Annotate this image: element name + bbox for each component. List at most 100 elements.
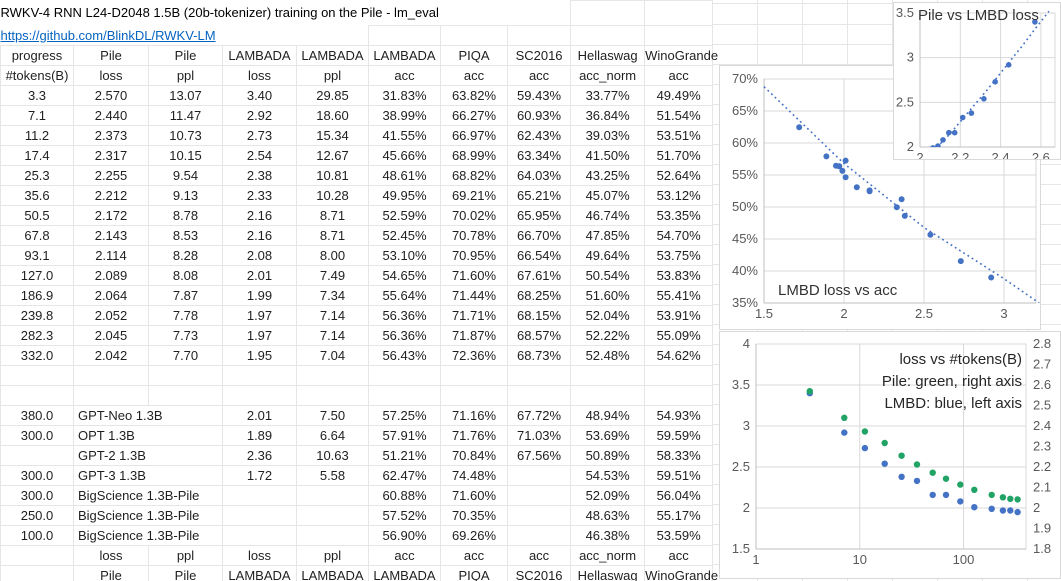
metric-cell[interactable] [296,525,369,546]
metric-cell[interactable]: 7.78 [148,305,223,326]
metric-cell[interactable]: 45.07% [570,185,646,206]
metric-cell[interactable]: 70.84% [440,445,508,466]
metric-cell[interactable]: 53.91% [644,305,714,326]
footer-cell[interactable]: acc [506,545,572,566]
metric-cell[interactable]: 7.70 [148,345,223,366]
metric-cell[interactable]: 67.61% [506,265,572,286]
empty-cell[interactable] [0,365,74,386]
header-cell[interactable]: #tokens(B) [0,65,74,86]
progress-cell[interactable]: 127.0 [0,265,74,286]
metric-cell[interactable]: 59.43% [506,85,572,106]
header-cell[interactable]: WinoGrande [644,45,718,66]
empty-cell[interactable] [73,365,149,386]
metric-cell[interactable]: 71.03% [506,425,572,446]
header-cell[interactable]: acc [440,65,508,86]
metric-cell[interactable]: 2.114 [73,245,149,266]
header-cell[interactable]: LAMBADA [368,45,441,66]
metric-cell[interactable]: 54.53% [570,465,646,486]
metric-cell[interactable]: 46.38% [570,525,646,546]
footer-cell[interactable]: PIQA [440,565,508,581]
metric-cell[interactable]: 2.255 [73,165,149,186]
metric-cell[interactable]: 10.73 [148,125,223,146]
chart-pile-vs-lmbd-loss[interactable]: 2 2.2 2.4 2.6 2 2.5 3 3.5 Pile vs LMBD loss [893,2,1061,165]
empty-cell[interactable] [506,25,572,46]
metric-cell[interactable]: 6.64 [296,425,369,446]
metric-cell[interactable] [222,505,297,526]
metric-cell[interactable]: 2.570 [73,85,149,106]
footer-cell[interactable] [0,565,74,581]
footer-cell[interactable]: loss [73,545,149,566]
header-cell[interactable]: LAMBADA [222,45,297,66]
metric-cell[interactable]: 71.16% [440,405,508,426]
metric-cell[interactable]: 71.60% [440,265,508,286]
empty-cell[interactable] [148,365,223,386]
progress-cell[interactable]: 25.3 [0,165,74,186]
metric-cell[interactable]: 74.48% [440,465,508,486]
metric-cell[interactable]: 18.60 [296,105,369,126]
header-cell[interactable]: Pile [73,45,149,66]
progress-cell[interactable]: 300.0 [0,485,74,506]
empty-cell[interactable] [570,385,646,406]
metric-cell[interactable] [506,525,572,546]
metric-cell[interactable]: 1.97 [222,325,297,346]
metric-cell[interactable]: 8.28 [148,245,223,266]
footer-cell[interactable]: LAMBADA [368,565,441,581]
metric-cell[interactable]: 63.82% [440,85,508,106]
metric-cell[interactable]: 7.34 [296,285,369,306]
metric-cell[interactable]: 43.25% [570,165,646,186]
metric-cell[interactable]: 2.01 [222,265,297,286]
metric-cell[interactable]: 8.53 [148,225,223,246]
sheet-title[interactable]: RWKV-4 RNN L24-D2048 1.5B (20b-tokenizer… [0,5,439,21]
metric-cell[interactable]: 2.08 [222,245,297,266]
metric-cell[interactable]: 53.51% [644,125,714,146]
footer-cell[interactable]: Pile [73,565,149,581]
empty-cell[interactable] [0,385,74,406]
header-cell[interactable]: acc [506,65,572,86]
model-name-cell[interactable]: BigScience 1.3B-Pile [73,525,223,546]
metric-cell[interactable]: 8.00 [296,245,369,266]
empty-cell[interactable] [506,385,572,406]
metric-cell[interactable]: 2.36 [222,445,297,466]
progress-cell[interactable]: 380.0 [0,405,74,426]
metric-cell[interactable]: 7.04 [296,345,369,366]
model-name-cell[interactable]: BigScience 1.3B-Pile [73,505,223,526]
metric-cell[interactable]: 66.70% [506,225,572,246]
metric-cell[interactable]: 2.212 [73,185,149,206]
metric-cell[interactable]: 65.21% [506,185,572,206]
metric-cell[interactable]: 2.16 [222,225,297,246]
metric-cell[interactable] [296,505,369,526]
metric-cell[interactable]: 1.99 [222,285,297,306]
empty-cell[interactable] [222,385,297,406]
empty-cell[interactable] [440,25,508,46]
metric-cell[interactable]: 63.34% [506,145,572,166]
metric-cell[interactable]: 69.21% [440,185,508,206]
metric-cell[interactable]: 55.17% [644,505,714,526]
metric-cell[interactable]: 5.58 [296,465,369,486]
metric-cell[interactable]: 64.03% [506,165,572,186]
metric-cell[interactable]: 2.064 [73,285,149,306]
empty-cell[interactable] [368,25,441,46]
metric-cell[interactable]: 13.07 [148,85,223,106]
footer-cell[interactable]: acc [440,545,508,566]
metric-cell[interactable] [222,525,297,546]
header-cell[interactable]: progress [0,45,74,66]
metric-cell[interactable]: 66.27% [440,105,508,126]
metric-cell[interactable]: 12.67 [296,145,369,166]
metric-cell[interactable]: 9.13 [148,185,223,206]
progress-cell[interactable] [0,445,74,466]
metric-cell[interactable]: 54.65% [368,265,441,286]
metric-cell[interactable]: 7.87 [148,285,223,306]
metric-cell[interactable]: 67.56% [506,445,572,466]
metric-cell[interactable]: 48.94% [570,405,646,426]
progress-cell[interactable]: 300.0 [0,465,74,486]
metric-cell[interactable]: 49.95% [368,185,441,206]
footer-cell[interactable]: WinoGrande [644,565,718,581]
metric-cell[interactable]: 56.43% [368,345,441,366]
metric-cell[interactable]: 68.82% [440,165,508,186]
footer-cell[interactable]: Hellaswag [570,565,646,581]
footer-cell[interactable]: ppl [148,545,223,566]
header-cell[interactable]: LAMBADA [296,45,369,66]
metric-cell[interactable]: 48.63% [570,505,646,526]
empty-cell[interactable] [570,0,646,26]
metric-cell[interactable]: 2.143 [73,225,149,246]
